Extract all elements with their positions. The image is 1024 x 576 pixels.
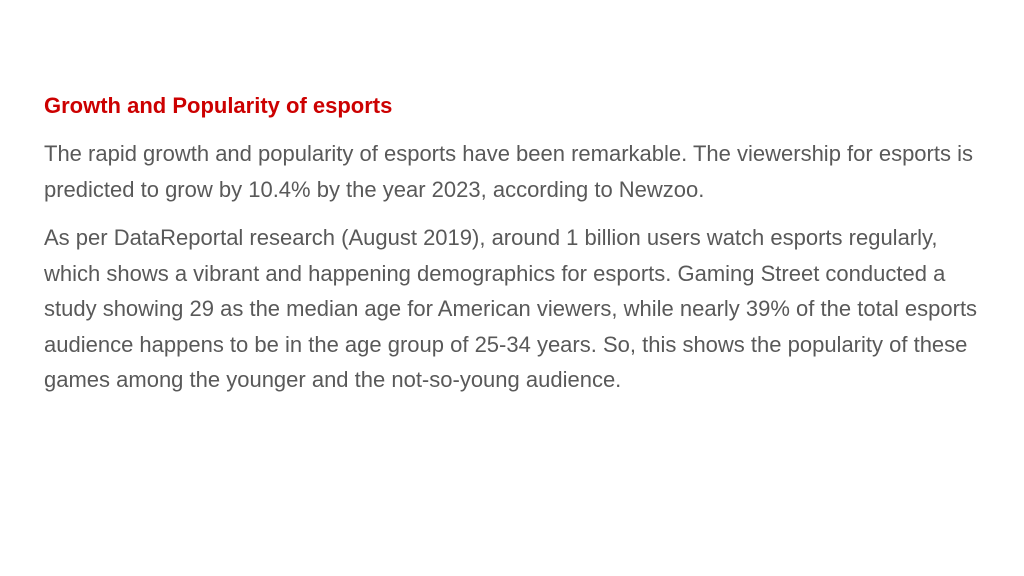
body-paragraph-1: The rapid growth and popularity of espor… (44, 141, 973, 202)
slide-title: Growth and Popularity of esports (44, 93, 393, 118)
body-paragraph-2: As per DataReportal research (August 201… (44, 225, 978, 392)
